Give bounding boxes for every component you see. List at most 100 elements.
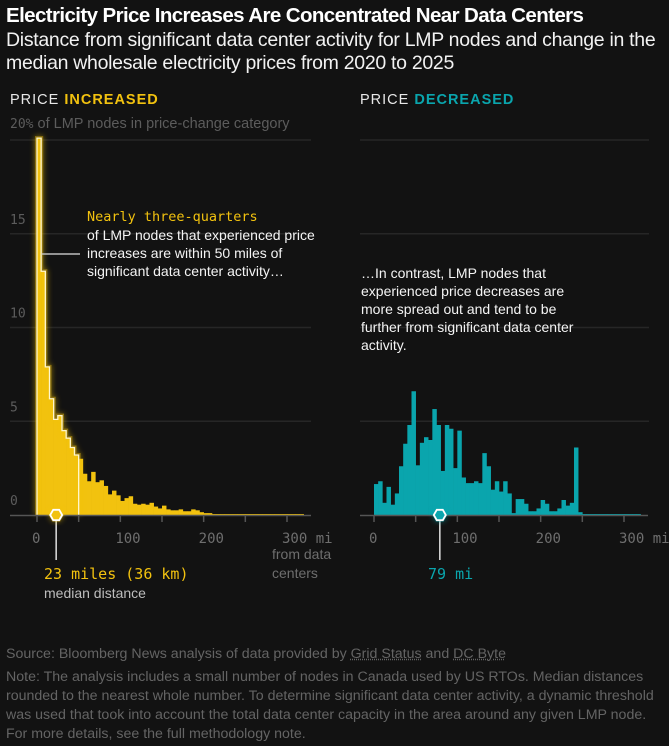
histogram-bar [70,447,75,515]
histogram-bar [632,514,637,515]
histogram-bar [153,506,159,515]
histogram-bar [536,508,541,515]
histogram-bar [270,514,275,515]
y-tick-label: 0 [10,494,18,509]
histogram-bar [191,509,196,515]
median-label-increased: 23 miles (36 km) [44,565,189,583]
source-mid: and [421,646,454,662]
x-tick-label: 300 mi [619,531,669,547]
histogram-bar [195,510,200,515]
histogram-bar [49,398,54,515]
histogram-bar [411,391,416,515]
histogram-bar [245,514,250,515]
histogram-bar [444,425,450,515]
x-tick-label: 300 mi [282,531,333,547]
histogram-bar [107,494,113,515]
histogram-bar [503,481,508,515]
histogram-bar [249,514,254,515]
source-prefix: Source: Bloomberg News analysis of data … [6,646,351,662]
histogram-bar [390,504,396,515]
histogram-bar [423,437,429,515]
histogram-bar [161,505,167,515]
histogram-bar [623,514,629,515]
histogram-bar [236,514,242,515]
histogram-bar [453,468,458,515]
annotation-increased: Nearly three-quarters of LMP nodes that … [87,208,347,280]
left-gridlines: 0 5 10 15 [10,139,311,509]
histogram-bar [66,438,71,515]
histogram-bar [532,511,537,515]
histogram-bar [78,458,84,515]
histogram-bar [53,419,59,515]
histogram-bar [382,502,387,515]
right-gridlines [360,139,649,422]
histogram-bar [507,493,512,515]
histogram-bar [61,430,67,515]
histogram-bar [603,514,608,515]
histogram-bar [419,442,425,515]
histogram-bar [448,428,454,515]
histogram-bar [415,465,421,515]
annotation-body: …In contrast, LMP nodes that experienced… [361,265,574,353]
histogram-bar [120,500,125,515]
histogram-bar [82,473,88,515]
histogram-bar [515,499,521,515]
histogram-bar [178,509,184,515]
histogram-bar [378,481,383,515]
histogram-bar [394,493,400,515]
histogram-bar [207,513,213,515]
histogram-bar [611,514,616,515]
histogram-bar [170,510,175,515]
histogram-bar [615,514,621,515]
annotation-decreased: …In contrast, LMP nodes that experienced… [361,264,576,354]
panel-label-increased: PRICE INCREASED [10,92,159,108]
histogram-bar [573,447,579,515]
histogram-bar [519,499,525,515]
histogram-bar [428,440,433,515]
histogram-bar [528,511,533,515]
histogram-bar [457,430,462,515]
histogram-bar [473,481,479,515]
histogram-bar [149,502,154,515]
x-tick-label: 200 [536,531,561,547]
histogram-bar [486,466,491,515]
histogram-bar [228,514,234,515]
histogram-bar [628,514,633,515]
histogram-bar [274,514,279,515]
histogram-bar [91,471,96,515]
histogram-bar [199,512,204,515]
histogram-bar [490,489,496,515]
histogram-bar [186,511,192,515]
median-markers [48,508,448,560]
histogram-bar [182,511,188,515]
histogram-bar [299,514,304,515]
source-line: Source: Bloomberg News analysis of data … [6,645,666,664]
histogram-bar [523,503,529,515]
right-histogram [374,391,641,515]
y-tick-label: 10 [10,307,26,322]
histogram-bar [253,514,259,515]
x-axis-unit-label: from data centers [272,546,332,581]
histogram-bar [86,481,92,515]
histogram-bar [540,500,546,515]
methodology-note: Note: The analysis includes a small numb… [6,669,654,742]
histogram-bar [478,483,483,515]
histogram-bar [565,505,571,515]
left-histogram [35,136,304,515]
source-link-dc-byte[interactable]: DC Byte [453,646,506,662]
annotation-highlight: Nearly three-quarters [87,209,258,225]
histogram-bar [41,271,46,515]
histogram-bar [241,514,246,515]
histogram-bar [145,504,150,515]
source-link-grid-status[interactable]: Grid Status [350,646,422,662]
histogram-bar [436,425,441,515]
histogram-bar [128,496,134,515]
histogram-bar [440,470,446,515]
histogram-bar [403,443,408,515]
histogram-bar [116,495,121,515]
histogram-bar [203,513,209,515]
histogram-bar [45,366,50,515]
x-tick-label: 0 [369,531,377,547]
right-x-axis: 0 100 200 300 mi [360,514,669,547]
